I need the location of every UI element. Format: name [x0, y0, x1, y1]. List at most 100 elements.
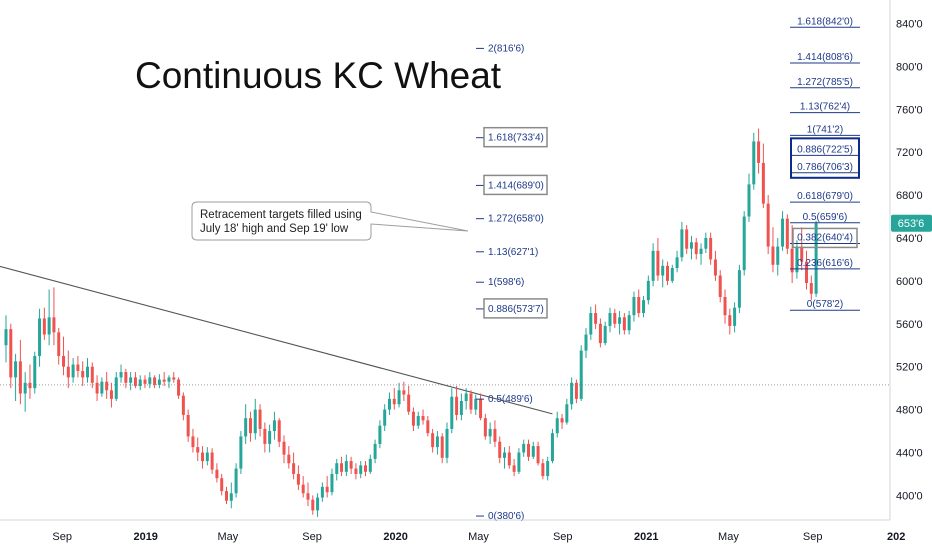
fib-left-label: 1.618(733'4) [488, 133, 544, 144]
candle [205, 447, 209, 466]
candle-body [416, 416, 420, 426]
fib-right-label: 0.786(706'3) [797, 162, 853, 173]
candle-body [397, 390, 401, 405]
time-axis[interactable]: Sep 2019 May Sep 2020 May Sep 2021 May Sep 202 [52, 531, 905, 543]
candle-body [234, 468, 238, 494]
candle-body [555, 418, 559, 434]
candle-body [723, 296, 727, 316]
fib-left-label: 2(816'6) [488, 43, 524, 54]
candle [781, 211, 785, 251]
candle [661, 259, 665, 288]
candle [594, 304, 598, 330]
candle [248, 411, 252, 442]
price-tick-label: 840'0 [896, 18, 923, 30]
candle-body [320, 486, 324, 498]
fib-right-label: 1.272(785'5) [797, 77, 853, 88]
candle-body [215, 469, 219, 479]
candle-body [57, 332, 61, 356]
candle [709, 232, 713, 265]
annotation-line-2: July 18' high and Sep 19' low [200, 223, 349, 235]
candle-body [411, 411, 415, 426]
candle [694, 237, 698, 260]
candle [373, 439, 377, 464]
candle [411, 407, 415, 432]
candle-body [493, 428, 497, 442]
candle-body [253, 409, 257, 434]
candle [177, 377, 181, 399]
candle [220, 473, 224, 496]
candle-body [661, 265, 665, 276]
candle-body [536, 446, 540, 464]
candle-body [225, 491, 228, 501]
candle-body [292, 463, 296, 474]
candle [114, 372, 118, 402]
candle-body [800, 246, 804, 262]
candle-body [570, 382, 574, 405]
candle [9, 323, 13, 389]
fib-right-label: 1.414(808'6) [797, 52, 853, 63]
candle-body [349, 461, 353, 469]
candle [201, 446, 205, 469]
candle [622, 313, 626, 335]
price-axis[interactable]: 840'0 800'0 760'0 720'0 680'0 640'0 600'0 560'0… [896, 18, 923, 502]
candle [268, 424, 272, 453]
candle [282, 435, 286, 464]
candle-body [205, 452, 209, 462]
candle-body [378, 425, 382, 444]
fib-right-layer: 1.618(842'0) 1.414(808'6) 1.272(785'5) 1.13… [790, 16, 860, 311]
candle-body [186, 414, 190, 437]
price-tick-label: 800'0 [896, 61, 923, 73]
time-tick-label: May [468, 531, 489, 543]
candle [335, 458, 339, 481]
candle [225, 486, 228, 504]
last-price-label: 653'6 [898, 218, 925, 230]
fib-left-box [483, 298, 548, 319]
candle [28, 364, 32, 399]
annotation-callout: Retracement targets filled using July 18… [191, 201, 469, 241]
candle [474, 394, 478, 415]
candle [272, 411, 276, 440]
candle [771, 227, 775, 273]
candle-body [713, 259, 717, 276]
candle-body [752, 141, 756, 185]
candle [52, 287, 56, 346]
candle [526, 439, 530, 462]
candle [38, 308, 42, 367]
candle [368, 454, 372, 474]
candle [14, 353, 18, 402]
candle [747, 173, 751, 222]
candle-body [618, 317, 622, 324]
candle-body [296, 473, 300, 485]
candle-body [71, 364, 75, 378]
candle-body [498, 441, 502, 458]
candle-body [522, 443, 526, 453]
candle [90, 362, 94, 389]
fib-right-label: 0.618(679'0) [797, 191, 853, 202]
candle-body [613, 313, 617, 324]
candle-body [757, 141, 761, 163]
candle [675, 250, 679, 273]
candle-body [455, 396, 459, 415]
candle-body [330, 473, 334, 493]
candle [550, 428, 554, 464]
candle-body [565, 404, 569, 423]
fib-right-label: 1(741'2) [807, 124, 843, 135]
candle [512, 458, 516, 477]
candle-body [210, 452, 214, 470]
candle-body [737, 270, 741, 308]
candle [737, 264, 741, 314]
candle-body [445, 428, 449, 458]
candle [320, 482, 324, 502]
candle [416, 411, 420, 429]
candle-body [191, 436, 195, 448]
candle [330, 468, 334, 496]
candle-body [181, 395, 185, 415]
candle-body [435, 436, 439, 448]
candle [785, 214, 789, 255]
candle-body [344, 461, 348, 472]
candle-body [9, 329, 13, 378]
candle-body [282, 441, 286, 455]
candle [349, 456, 353, 474]
candle [469, 390, 473, 414]
